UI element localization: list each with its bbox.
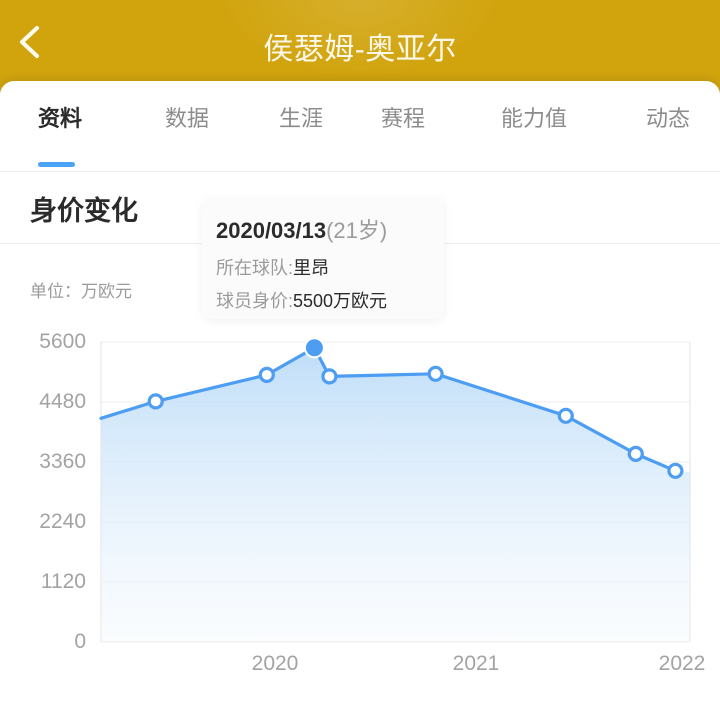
- svg-text:2022: 2022: [659, 652, 706, 675]
- svg-text:2021: 2021: [453, 652, 500, 675]
- svg-text:2020: 2020: [252, 652, 299, 675]
- svg-text:3360: 3360: [39, 450, 86, 473]
- svg-text:0: 0: [74, 630, 86, 653]
- svg-text:1120: 1120: [41, 570, 86, 593]
- svg-text:4480: 4480: [39, 390, 86, 413]
- svg-text:2240: 2240: [39, 510, 86, 533]
- svg-text:5600: 5600: [39, 330, 86, 353]
